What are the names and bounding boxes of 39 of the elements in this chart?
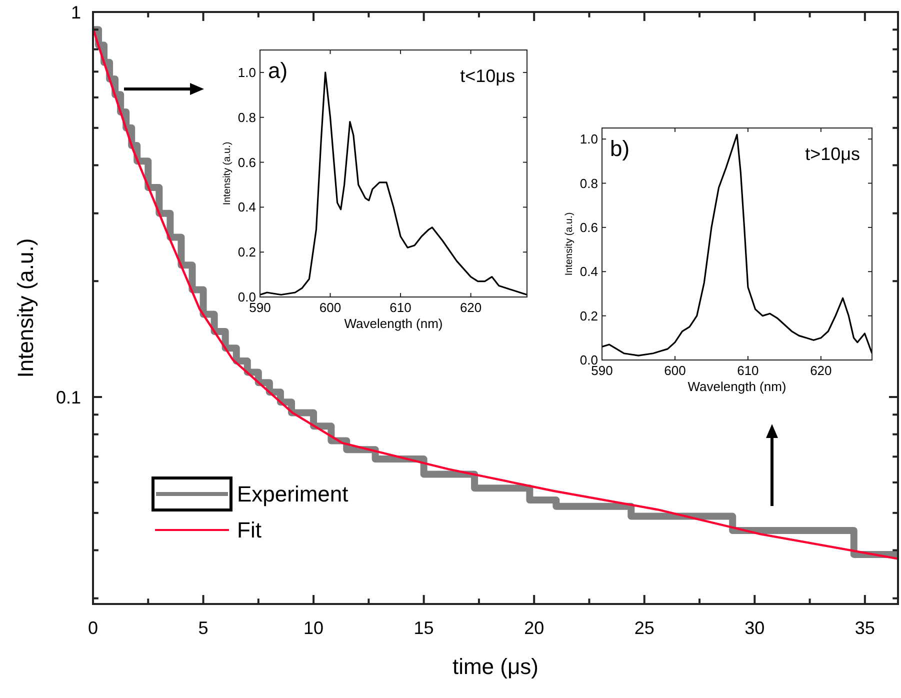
- annotation: a): [268, 58, 288, 83]
- x-tick-label: 10: [304, 618, 324, 638]
- x-tick-label: 30: [744, 618, 765, 638]
- x-tick-label: 610: [390, 300, 412, 315]
- x-tick-label: 610: [737, 363, 759, 378]
- y-axis-title: Intensity (a.u.): [564, 212, 575, 276]
- y-tick-label: 0.6: [580, 220, 598, 235]
- x-tick-label: 620: [810, 363, 832, 378]
- x-tick-label: 0: [88, 618, 98, 638]
- y-tick-label: 0.2: [580, 308, 598, 324]
- legend-label: Fit: [237, 518, 262, 543]
- x-axis-title: Wavelength (nm): [688, 379, 786, 394]
- x-tick-label: 620: [460, 300, 482, 315]
- y-tick-label: 1: [70, 2, 81, 22]
- y-tick-label: 0.1: [56, 387, 81, 408]
- y-axis-title: Intensity (a.u.): [222, 142, 233, 206]
- annotation: t>10μs: [805, 144, 860, 164]
- annotation: t<10μs: [460, 66, 515, 86]
- x-tick-label: 5: [198, 618, 208, 638]
- y-tick-label: 0.4: [238, 200, 256, 215]
- legend-label: Experiment: [237, 482, 348, 507]
- y-axis-title: Intensity (a.u.): [13, 238, 38, 378]
- x-tick-label: 600: [319, 300, 342, 315]
- x-tick-label: 35: [854, 618, 875, 638]
- x-tick-label: 600: [664, 363, 686, 378]
- y-tick-label: 0.2: [238, 244, 256, 260]
- x-axis-title: time (μs): [452, 654, 539, 679]
- annotation: b): [610, 136, 630, 161]
- x-tick-label: 20: [524, 618, 544, 638]
- y-tick-label: 1.0: [580, 132, 598, 147]
- x-tick-label: 15: [414, 618, 434, 638]
- x-tick-label: 25: [634, 618, 654, 638]
- y-tick-label: 0.4: [580, 264, 598, 280]
- line-series: [602, 134, 872, 356]
- x-axis-title: Wavelength (nm): [344, 316, 443, 331]
- y-tick-label: 0.8: [238, 110, 256, 125]
- y-tick-label: 0.8: [580, 176, 598, 191]
- y-tick-label: 1.0: [238, 65, 256, 80]
- y-tick-label: 0.6: [238, 154, 256, 170]
